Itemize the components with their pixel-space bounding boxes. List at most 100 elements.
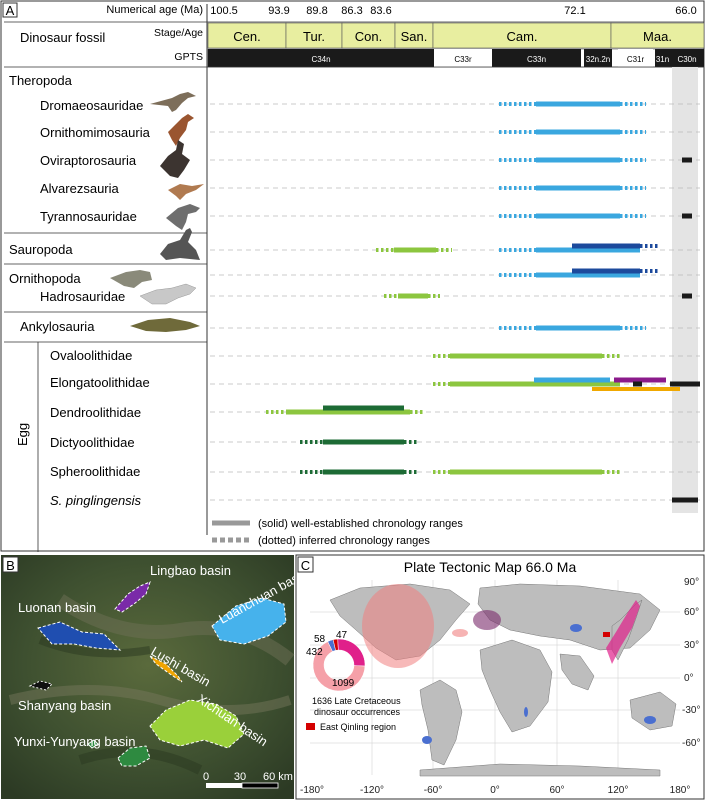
ankylosauria-illustration bbox=[130, 318, 200, 332]
legend-east-qinling: East Qinling region bbox=[320, 722, 396, 732]
lushi-basin-shape bbox=[149, 655, 183, 683]
taxon-spheroolithidae: Spheroolithidae bbox=[50, 464, 140, 479]
ornithopoda-illustration bbox=[110, 270, 152, 288]
lon-label-minus60: -60° bbox=[424, 785, 442, 796]
lat-label-90: 90° bbox=[684, 577, 699, 588]
basin-label-shanyang: Shanyang basin bbox=[18, 698, 111, 713]
taxon-hadrosauridae: Hadrosauridae bbox=[40, 289, 125, 304]
gpts-label-3: 32n.2n bbox=[586, 55, 610, 64]
stage-cell-5 bbox=[610, 22, 705, 49]
gpts-header: GPTS bbox=[174, 51, 203, 63]
lon-label-60: 60° bbox=[549, 785, 564, 796]
gpts-cell-0 bbox=[208, 49, 434, 67]
occurrence-zone-central-asia bbox=[570, 624, 582, 632]
scale-label-0: 0 bbox=[203, 771, 209, 783]
sauropoda-illustration bbox=[160, 228, 200, 260]
stage-cell-4 bbox=[432, 22, 612, 49]
stage-label-4: Cam. bbox=[506, 29, 537, 44]
age-tick-2: 89.8 bbox=[306, 5, 327, 17]
panel-c-label: C bbox=[301, 558, 310, 573]
legend-dotted: (dotted) inferred chronology ranges bbox=[258, 535, 430, 547]
stage-cell-0 bbox=[207, 22, 287, 49]
group-ornithopoda: Ornithopoda bbox=[9, 271, 81, 286]
age-tick-0: 100.5 bbox=[210, 5, 238, 17]
stage-label-3: San. bbox=[401, 29, 428, 44]
taxon-elongatoolithidae: Elongatoolithidae bbox=[50, 375, 150, 390]
age-tick-5: 72.1 bbox=[564, 5, 585, 17]
taxon-dendroolithidae: Dendroolithidae bbox=[50, 405, 141, 420]
donut-caption-line1: 1636 Late Cretaceous bbox=[312, 696, 401, 706]
hadrosauridae-illustration bbox=[139, 283, 197, 305]
yunxi-yunyang-basin-small-shape bbox=[87, 739, 99, 749]
scale-label-30: 30 bbox=[234, 771, 246, 783]
panel-b-label: B bbox=[6, 558, 15, 573]
panel-b: B Lingbao basin Luanchuan basin Luonan b… bbox=[1, 555, 310, 799]
lon-label-minus180: -180° bbox=[300, 785, 324, 796]
map-title: Plate Tectonic Map 66.0 Ma bbox=[404, 559, 577, 575]
legend-solid: (solid) well-established chronology rang… bbox=[258, 518, 463, 530]
oviraptorosauria-illustration bbox=[160, 140, 190, 178]
occurrence-zone-europe bbox=[473, 610, 501, 630]
world-map bbox=[310, 580, 680, 777]
age-tick-4: 83.6 bbox=[370, 5, 391, 17]
donut-value-58: 58 bbox=[314, 634, 326, 645]
gpts-bar: C34n C33r C33n 32n.2n C31r 31n C30n bbox=[207, 48, 705, 68]
basin-label-lingbao: Lingbao basin bbox=[150, 563, 231, 578]
basin-label-luonan: Luonan basin bbox=[18, 600, 96, 615]
panel-a-label: A bbox=[6, 3, 15, 18]
gpts-cell-5 bbox=[655, 49, 670, 67]
gpts-label-2: C33n bbox=[527, 55, 546, 64]
gpts-label-1: C33r bbox=[454, 55, 472, 64]
group-theropoda: Theropoda bbox=[9, 73, 73, 88]
satellite-map bbox=[1, 555, 294, 799]
occurrence-donut-chart bbox=[312, 638, 366, 692]
group-egg: Egg bbox=[15, 423, 30, 446]
east-qinling-marker bbox=[603, 632, 610, 637]
occurrence-zone-east-asia bbox=[606, 600, 640, 664]
age-header: Numerical age (Ma) bbox=[106, 4, 203, 16]
donut-value-1099: 1099 bbox=[332, 678, 355, 689]
taxon-dictyoolithidae: Dictyoolithidae bbox=[50, 435, 135, 450]
stage-header: Stage/Age bbox=[154, 27, 203, 39]
scale-label-60: 60 km bbox=[263, 771, 293, 783]
lon-label-120: 120° bbox=[608, 785, 629, 796]
lat-label-60: 60° bbox=[684, 607, 699, 618]
taxon-alvarezsauria: Alvarezsauria bbox=[40, 181, 120, 196]
occurrence-zone-africa bbox=[524, 707, 528, 717]
dromaeosauridae-illustration bbox=[150, 92, 196, 112]
gpts-label-0: C34n bbox=[311, 55, 330, 64]
gpts-cell-4 bbox=[618, 49, 653, 67]
xichuan-basin-shape bbox=[149, 699, 245, 749]
ornithomimosauria-illustration bbox=[168, 114, 194, 146]
luonan-basin-shape bbox=[37, 621, 122, 651]
luanchuan-basin-shape bbox=[211, 597, 287, 645]
lat-label-30: 30° bbox=[684, 640, 699, 651]
alvarezsauria-illustration bbox=[168, 184, 204, 200]
age-tick-6: 66.0 bbox=[675, 5, 696, 17]
taxon-ornithomimosauria: Ornithomimosauria bbox=[40, 125, 151, 140]
stage-label-2: Con. bbox=[355, 29, 382, 44]
range-chart bbox=[210, 101, 700, 503]
occurrence-zone-north-africa bbox=[452, 629, 468, 637]
taxon-ovaloolithidae: Ovaloolithidae bbox=[50, 348, 132, 363]
stage-bar: Cen. Tur. Con. San. Cam. Maa. bbox=[207, 22, 705, 49]
lat-label-0: 0° bbox=[684, 673, 694, 684]
age-tick-1: 93.9 bbox=[268, 5, 289, 17]
shanyang-basin-shape bbox=[28, 680, 53, 691]
lingbao-basin-shape bbox=[114, 581, 151, 613]
panel-a: A Numerical age (Ma) 100.5 93.9 89.8 86.3 83… bbox=[0, 0, 705, 552]
age-tick-3: 86.3 bbox=[341, 5, 362, 17]
occurrence-zone-australia bbox=[644, 716, 656, 724]
lat-label-minus30: -30° bbox=[682, 705, 700, 716]
scale-bar: 0 30 60 km bbox=[203, 771, 293, 789]
taxon-tyrannosauridae: Tyrannosauridae bbox=[40, 209, 137, 224]
legend-swatch-red bbox=[306, 723, 315, 730]
donut-caption-line2: dinosaur occurrences bbox=[314, 707, 401, 717]
stage-cell-2 bbox=[341, 22, 396, 49]
group-ankylosauria: Ankylosauria bbox=[20, 319, 95, 334]
stage-label-0: Cen. bbox=[233, 29, 260, 44]
lon-label-0: 0° bbox=[490, 785, 500, 796]
donut-slice-3 bbox=[312, 641, 366, 692]
occurrence-zone-south-america bbox=[422, 736, 432, 744]
gpts-label-4: C31r bbox=[627, 55, 645, 64]
